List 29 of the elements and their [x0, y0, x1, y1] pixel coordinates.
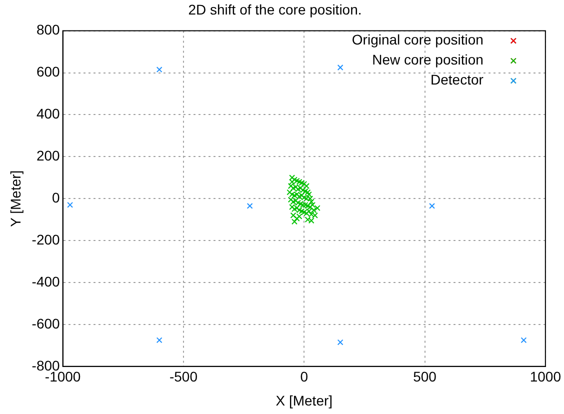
point: [156, 337, 162, 344]
y-axis-title: Y [Meter]: [7, 170, 24, 227]
x-axis-title: X [Meter]: [276, 392, 333, 408]
point: [337, 339, 344, 346]
y-tick-label: 600: [36, 64, 60, 80]
chart-title: 2D shift of the core position.: [188, 1, 362, 18]
point: [520, 337, 527, 344]
x-tick-label: -500: [169, 368, 198, 385]
y-tick-label: 800: [36, 22, 60, 38]
point: [246, 202, 253, 209]
y-tick-label: -600: [32, 315, 60, 332]
point: [156, 66, 162, 73]
y-tick-label: -200: [32, 231, 60, 248]
x-tick-label: 1000: [530, 368, 562, 385]
y-tick-label: 400: [36, 106, 60, 122]
point: [314, 205, 320, 212]
legend-label: Original core position: [352, 32, 484, 48]
y-tick-label: 200: [36, 148, 60, 164]
point: [67, 202, 74, 208]
x-tick-label: 0: [300, 368, 308, 385]
legend-label: Detector: [430, 72, 484, 88]
point: [429, 202, 435, 209]
point: [337, 64, 344, 70]
y-tick-label: 0: [52, 189, 60, 206]
legend-label: New core position: [372, 52, 484, 68]
y-tick-label: -400: [32, 273, 60, 290]
point: [294, 216, 300, 222]
x-tick-label: 500: [413, 368, 437, 385]
y-tick-label: -800: [32, 357, 60, 374]
